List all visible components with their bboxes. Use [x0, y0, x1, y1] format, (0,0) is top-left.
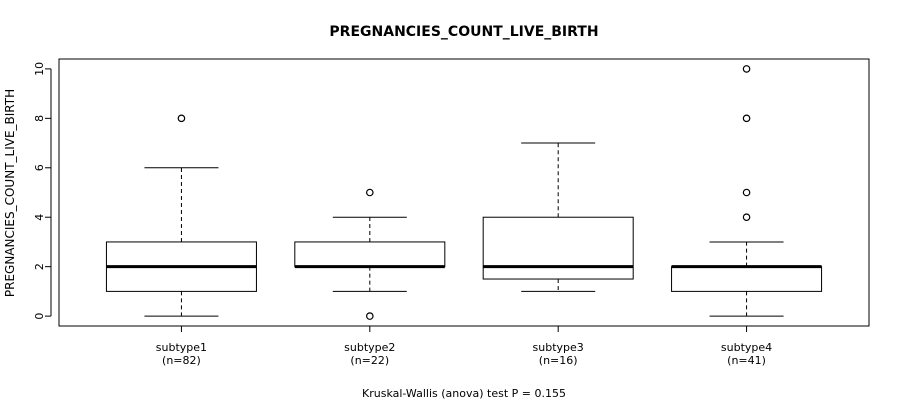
x-tick-count-label: (n=41): [727, 354, 766, 367]
outlier-point: [742, 188, 751, 197]
y-tick-label: 4: [33, 214, 46, 221]
x-tick-label: subtype1: [156, 341, 207, 354]
iqr-box: [671, 266, 823, 292]
outlier-point: [742, 65, 751, 73]
box-subtype1: [105, 114, 257, 317]
chart-title: PREGNANCIES_COUNT_LIVE_BIRTH: [329, 24, 598, 40]
box-subtype3: [482, 142, 634, 292]
x-tick-label: subtype4: [721, 341, 772, 354]
y-tick-label: 6: [33, 164, 46, 171]
iqr-box: [482, 216, 634, 280]
x-tick-count-label: (n=22): [350, 354, 389, 367]
y-axis: 0 2 4 6 8 10: [33, 62, 52, 320]
y-tick-label: 8: [33, 115, 46, 122]
x-tick-label: subtype3: [533, 341, 584, 354]
test-statistic-footer: Kruskal-Wallis (anova) test P = 0.155: [362, 387, 566, 400]
outlier-point: [366, 188, 374, 197]
plot-frame: [58, 58, 870, 327]
outlier-point: [177, 114, 186, 123]
iqr-box: [294, 241, 446, 268]
x-tick-count-label: (n=82): [162, 354, 201, 367]
box-groups: [105, 65, 823, 320]
x-tick-count-label: (n=16): [539, 354, 578, 367]
y-tick-label: 2: [33, 263, 46, 270]
y-tick-label: 10: [33, 62, 46, 76]
outlier-point: [742, 213, 751, 222]
box-subtype2: [294, 188, 446, 320]
y-tick-label: 0: [33, 313, 46, 320]
x-tick-label: subtype2: [344, 341, 395, 354]
x-axis-labels: subtype1(n=82) subtype2(n=22) subtype3(n=1…: [156, 326, 772, 367]
outlier-point: [366, 312, 374, 320]
y-axis-label: PREGNANCIES_COUNT_LIVE_BIRTH: [3, 89, 17, 297]
box-subtype4: [671, 65, 823, 317]
outlier-point: [742, 114, 751, 123]
